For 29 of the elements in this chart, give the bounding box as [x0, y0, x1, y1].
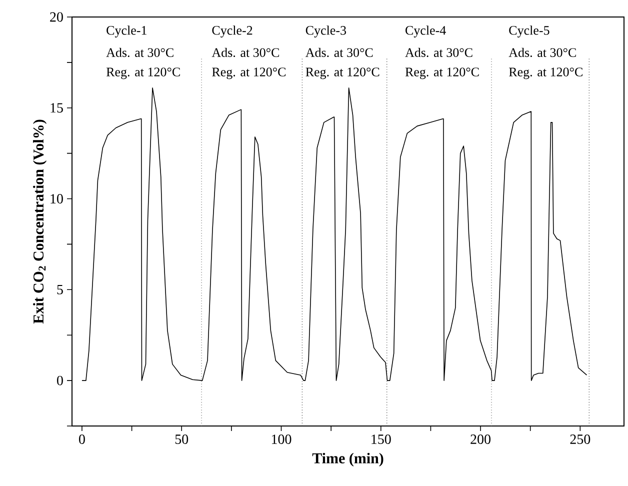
y-axis-title: Exit CO$_{2}$ Concentration (Vol%) — [33, 120, 47, 324]
x-tick-label: 250 — [570, 434, 590, 444]
x-tick-label: 100 — [272, 434, 292, 444]
annotation: Reg. at 120°C — [106, 68, 180, 80]
annotation: Reg. at 120°C — [212, 68, 286, 80]
annotation: Cycle-2 — [212, 26, 252, 38]
annotation: Reg. at 120°C — [509, 68, 582, 80]
annotation: Ads. at 30°C — [305, 48, 373, 58]
annotation: Cycle-3 — [306, 26, 346, 38]
annotation: Ads. at 30°C — [106, 48, 174, 58]
annotation: Reg. at 120°C — [405, 68, 479, 80]
annotation: Ads. at 30°C — [405, 48, 472, 58]
x-tick-label: 150 — [372, 434, 391, 444]
annotation: Ads. at 30°C — [508, 48, 576, 58]
line-series — [82, 87, 588, 381]
y-tick-label: 0 — [57, 376, 63, 386]
y-tick-label: 5 — [57, 284, 63, 294]
x-axis-title: Time (min) — [312, 452, 384, 466]
x-tick-label: 0 — [79, 434, 85, 444]
y-tick-label: 20 — [50, 12, 63, 22]
x-tick-label: 200 — [470, 434, 490, 444]
annotation: Cycle-1 — [106, 26, 146, 38]
annotation: Reg. at 120°C — [306, 68, 380, 80]
annotation: Cycle-5 — [509, 26, 550, 38]
annotation: Cycle-4 — [406, 26, 446, 38]
y-tick-label: 10 — [50, 194, 63, 204]
x-tick-label: 50 — [175, 434, 188, 444]
y-tick-label: 15 — [50, 103, 63, 113]
annotation: Ads. at 30°C — [212, 48, 280, 58]
